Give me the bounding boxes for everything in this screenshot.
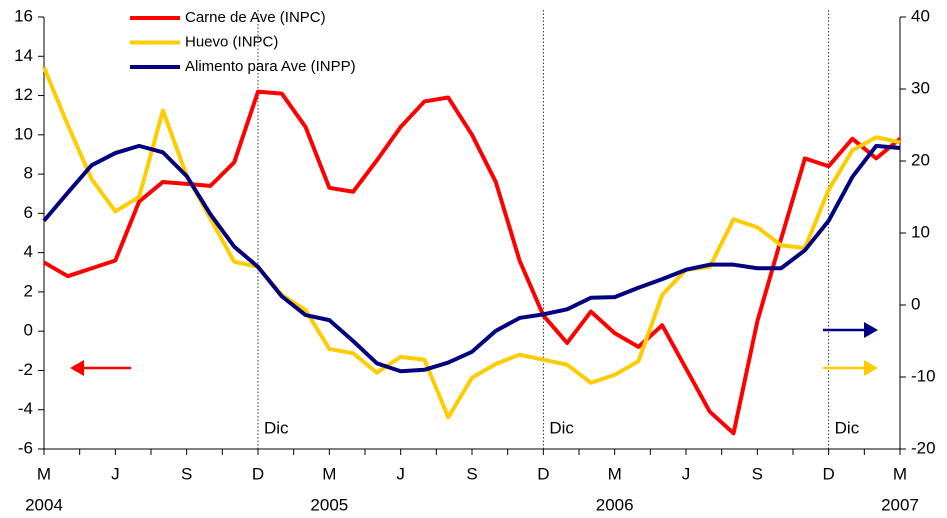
x-tick-label: D — [823, 464, 835, 483]
y-tick-label: 16 — [14, 6, 33, 25]
x-tick-label: M — [893, 464, 907, 483]
y-tick-label: 6 — [24, 203, 33, 222]
x-tick-label: D — [252, 464, 264, 483]
y2-tick-label: 0 — [911, 294, 920, 313]
legend-label: Huevo (INPC) — [185, 33, 278, 50]
x-tick-label: S — [752, 464, 763, 483]
series-line — [42, 143, 901, 374]
legend: Carne de Ave (INPC) Huevo (INPC) Alimento … — [130, 9, 356, 75]
x-tick-label: S — [466, 464, 477, 483]
x-tick-label: J — [111, 464, 120, 483]
y2-tick-label: 30 — [911, 78, 930, 97]
axis-arrow-head — [864, 360, 878, 376]
y-tick-label: -4 — [18, 399, 33, 418]
y2-tick-label: 40 — [911, 6, 930, 25]
y-tick-label: -2 — [18, 360, 33, 379]
series-line — [42, 89, 902, 436]
y-tick-label: 14 — [14, 46, 33, 65]
y2-tick-label: -20 — [911, 438, 936, 457]
annotation-label: Dic — [835, 418, 860, 437]
annotation-label: Dic — [264, 418, 289, 437]
y-tick-label: 10 — [14, 124, 33, 143]
axis-arrow-head — [70, 360, 84, 376]
y2-tick-label: -10 — [911, 366, 936, 385]
annotation-label: Dic — [549, 418, 574, 437]
x-tick-label: J — [682, 464, 691, 483]
y2-tick-label: 10 — [911, 222, 930, 241]
legend-label: Carne de Ave (INPC) — [185, 9, 326, 26]
year-label: 2006 — [596, 495, 634, 514]
y-tick-label: 8 — [24, 164, 33, 183]
y-tick-label: 2 — [24, 281, 33, 300]
x-tick-label: M — [37, 464, 51, 483]
year-label: 2004 — [25, 495, 63, 514]
y-tick-label: -6 — [18, 438, 33, 457]
axis-arrow-head — [864, 322, 878, 338]
y-tick-label: 0 — [24, 321, 33, 340]
x-tick-label: S — [181, 464, 192, 483]
y-tick-label: 4 — [24, 242, 33, 261]
x-tick-label: J — [396, 464, 405, 483]
x-tick-label: M — [322, 464, 336, 483]
series-line — [42, 66, 901, 420]
year-label: 2005 — [310, 495, 348, 514]
legend-label: Alimento para Ave (INPP) — [185, 58, 356, 75]
x-tick-label: M — [608, 464, 622, 483]
y-tick-label: 12 — [14, 85, 33, 104]
y2-tick-label: 20 — [911, 150, 930, 169]
year-label: 2007 — [881, 495, 919, 514]
x-tick-label: D — [537, 464, 549, 483]
